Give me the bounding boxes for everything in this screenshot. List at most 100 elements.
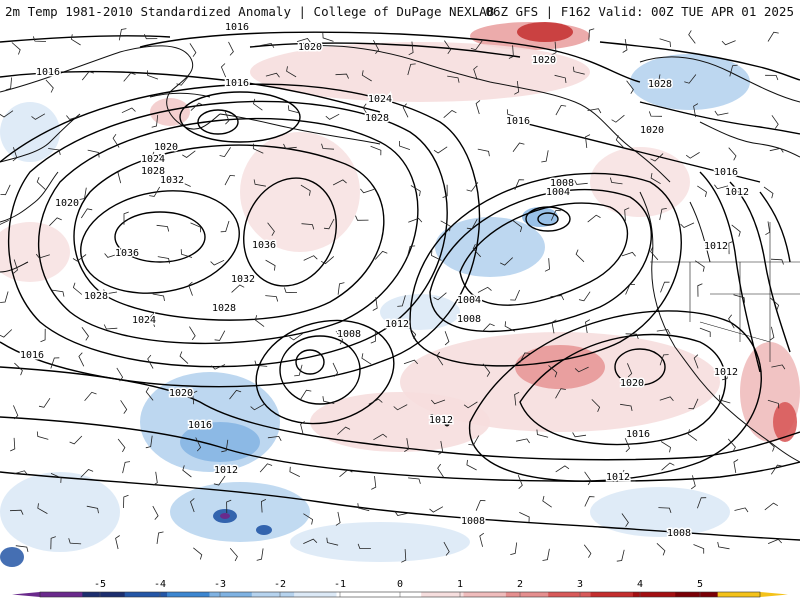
wind-barb	[0, 220, 9, 225]
legend-swatch	[167, 592, 210, 597]
wind-barb	[145, 151, 155, 163]
wind-barb	[410, 185, 421, 197]
wind-barb	[284, 287, 298, 293]
wind-barb	[555, 465, 570, 473]
wind-barb	[621, 513, 629, 527]
wind-barb	[770, 464, 783, 475]
wind-barb	[370, 330, 376, 344]
wind-barb	[688, 398, 699, 410]
wind-barb	[189, 326, 196, 341]
isobar-label: 1004	[457, 295, 481, 306]
wind-barb	[397, 295, 406, 307]
wind-barb	[765, 74, 779, 81]
wind-barb	[611, 114, 625, 123]
wind-barb	[514, 80, 520, 95]
wind-barb	[482, 323, 495, 332]
wind-barb	[182, 465, 192, 478]
wind-barb	[195, 437, 202, 452]
wind-barb	[699, 327, 711, 337]
wind-barb	[66, 115, 81, 120]
wind-barb	[289, 466, 300, 477]
wind-barb	[585, 134, 591, 148]
wind-barb	[767, 31, 779, 42]
wind-barb	[693, 544, 705, 554]
wind-barb	[283, 143, 297, 149]
wind-barb	[731, 224, 741, 237]
isobar-label: 1012	[214, 465, 238, 476]
wind-barb	[544, 258, 550, 272]
isobar-label: 1020	[169, 388, 193, 399]
wind-barb	[368, 398, 383, 405]
wind-barb	[373, 40, 380, 54]
wind-barb	[303, 538, 318, 544]
wind-barb	[72, 282, 83, 295]
wind-barb	[219, 147, 231, 158]
wind-barb	[430, 399, 446, 405]
legend-tick-label: 4	[637, 579, 643, 590]
wind-barb	[103, 289, 118, 295]
wind-barb	[728, 314, 735, 329]
wind-barb	[433, 146, 448, 154]
isobar-label: 1032	[160, 175, 184, 186]
wind-barb	[152, 471, 158, 486]
wind-barb	[447, 75, 460, 83]
warm-anomaly-region	[310, 392, 490, 452]
wind-barb	[80, 469, 94, 478]
wind-barb	[337, 426, 351, 435]
wind-barb	[156, 531, 164, 544]
isobar-label: 1020	[640, 125, 664, 136]
wind-barb	[49, 217, 62, 226]
wind-barb	[121, 107, 136, 114]
wind-barb	[718, 394, 731, 404]
wind-barb	[84, 391, 97, 401]
isobar-label: 1028	[141, 166, 165, 177]
isobar-label: 1020	[298, 42, 322, 53]
wind-barb	[408, 217, 423, 223]
wind-barb	[35, 253, 50, 259]
wind-barb	[588, 28, 595, 42]
model-run-info: 06Z GFS | F162 Valid: 00Z TUE APR 01 202…	[485, 4, 794, 19]
wind-barb	[145, 435, 153, 449]
wind-barb	[650, 246, 659, 261]
wind-barb	[373, 433, 388, 441]
wind-barb	[728, 147, 737, 161]
wind-barb	[622, 39, 628, 53]
wind-barb	[145, 387, 154, 401]
wind-barb	[584, 471, 592, 486]
wind-barb	[661, 462, 675, 471]
legend-max-arrow	[760, 592, 788, 597]
wind-barb	[697, 497, 707, 509]
wind-barb	[190, 102, 204, 111]
wind-barb	[519, 512, 530, 523]
wind-barb	[120, 400, 128, 414]
wind-barb	[182, 150, 196, 158]
wind-barb	[10, 437, 16, 452]
legend-tick-label: -3	[214, 579, 226, 590]
wind-barb	[482, 363, 491, 377]
wind-barb	[763, 186, 774, 199]
wind-barb	[555, 388, 566, 399]
wind-barb	[12, 147, 18, 162]
wind-barb	[87, 149, 100, 158]
wind-barb	[370, 145, 382, 156]
wind-barb	[393, 404, 408, 411]
legend-swatch	[505, 592, 549, 597]
wind-barb	[253, 179, 266, 187]
wind-barb	[81, 71, 94, 81]
legend-tick-label: 1	[457, 579, 463, 590]
wind-barb	[444, 331, 450, 346]
wind-barb	[690, 475, 696, 490]
wind-barb	[550, 295, 565, 301]
legend-swatch	[209, 592, 253, 597]
wind-barb	[14, 362, 23, 376]
wind-barb	[117, 169, 123, 184]
wind-barb	[694, 260, 705, 272]
wind-barb	[728, 240, 734, 255]
wind-barb	[516, 438, 530, 444]
wind-barb	[519, 352, 530, 363]
wind-barb	[220, 63, 227, 78]
wind-barb	[361, 353, 372, 365]
wind-barb	[584, 496, 595, 507]
wind-barb	[260, 499, 267, 513]
isobar-label: 1016	[225, 78, 249, 89]
